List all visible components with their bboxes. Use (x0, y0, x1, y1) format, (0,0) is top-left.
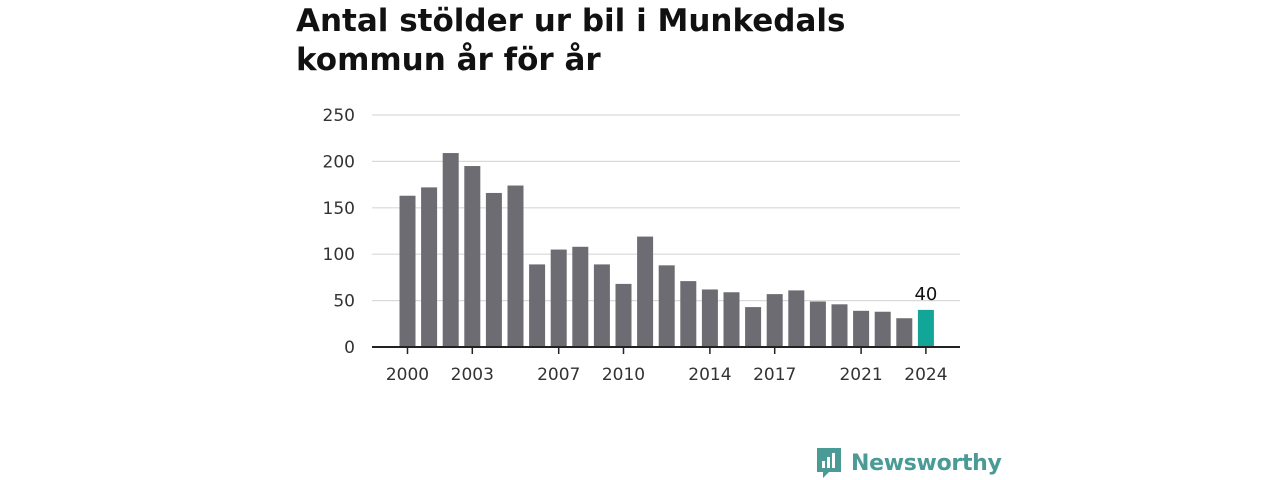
x-tick-label-2024: 2024 (904, 365, 947, 385)
x-tick-label-2014: 2014 (688, 365, 731, 385)
bar-2000 (399, 195, 416, 347)
bar-2023 (896, 318, 913, 347)
bar-2022 (874, 311, 891, 347)
chart-title: Antal stölder ur bil i Munkedals kommun … (296, 2, 996, 80)
bar-2008 (572, 246, 589, 347)
bar-chart: 0 50 100 150 200 250 2000 2003 2007 2010 2014 2017… (323, 106, 960, 385)
data-label-2024: 40 (914, 284, 937, 305)
bar-2020 (831, 304, 848, 347)
y-tick-label-150: 150 (323, 199, 355, 219)
bar-2017 (766, 294, 783, 347)
bar-2014 (701, 289, 718, 347)
bar-2018 (788, 290, 805, 347)
bar-2003 (464, 166, 481, 347)
newsworthy-logo-text: Newsworthy (851, 450, 1002, 476)
x-tick-label-2007: 2007 (537, 365, 580, 385)
bar-2002 (442, 153, 459, 347)
bar-2013 (680, 281, 697, 347)
bar-2024 (917, 309, 934, 347)
y-tick-label-50: 50 (333, 292, 355, 312)
x-axis: 2000 2003 2007 2010 2014 2017 2021 2024 (372, 346, 960, 385)
bar-2015 (723, 292, 740, 347)
y-tick-label-250: 250 (323, 106, 355, 126)
chart-title-line-1: Antal stölder ur bil i Munkedals (296, 3, 846, 39)
y-axis-ticks: 0 50 100 150 200 250 (323, 106, 355, 358)
newsworthy-logo-icon (817, 448, 841, 478)
bar-2011 (637, 236, 654, 347)
bar-2007 (550, 249, 567, 347)
y-tick-label-0: 0 (344, 338, 355, 358)
bar-2004 (485, 192, 502, 347)
bar-2005 (507, 185, 524, 347)
chart-title-line-2: kommun år för år (296, 42, 601, 78)
bars (399, 153, 934, 347)
data-labels: 40 (914, 284, 937, 305)
newsworthy-logo: Newsworthy (815, 446, 1002, 480)
x-tick-label-2000: 2000 (386, 365, 429, 385)
x-tick-label-2003: 2003 (451, 365, 494, 385)
bar-2001 (421, 187, 438, 347)
bar-2019 (809, 301, 826, 347)
bar-2009 (593, 264, 610, 347)
bar-2010 (615, 283, 632, 347)
y-tick-label-100: 100 (323, 245, 355, 265)
x-tick-label-2010: 2010 (602, 365, 645, 385)
bar-2006 (529, 264, 546, 347)
bar-2012 (658, 265, 675, 347)
bar-2021 (853, 310, 870, 347)
y-tick-label-200: 200 (323, 152, 355, 172)
x-tick-label-2021: 2021 (839, 365, 882, 385)
bar-2016 (745, 307, 762, 347)
x-tick-label-2017: 2017 (753, 365, 796, 385)
